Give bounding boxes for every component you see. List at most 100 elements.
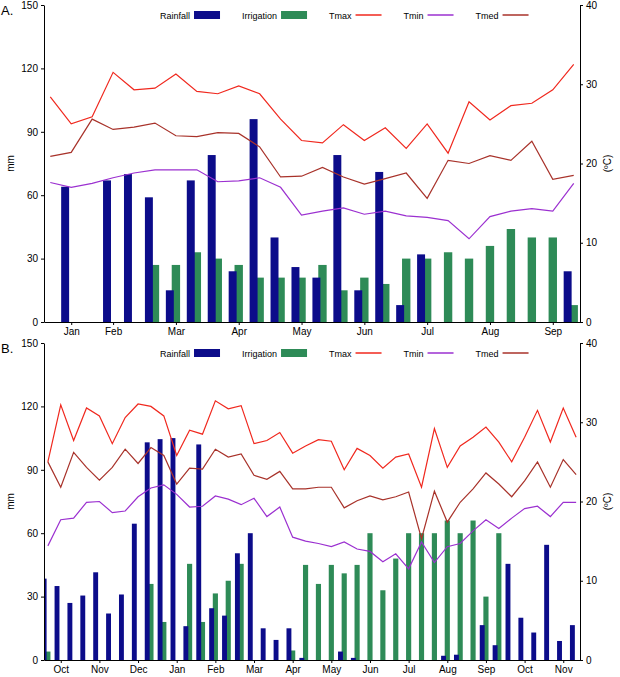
bar	[338, 652, 343, 660]
bar	[329, 565, 334, 660]
tick-mark	[113, 322, 114, 325]
tick-mark	[580, 581, 583, 582]
tick: 40	[580, 0, 598, 11]
legend-swatch	[356, 14, 382, 16]
tick: Jul	[421, 322, 434, 337]
bar	[470, 521, 475, 660]
tick: 0	[580, 655, 592, 666]
bar	[570, 625, 575, 660]
bar	[312, 278, 320, 322]
legend-swatch	[281, 349, 307, 357]
bar	[145, 442, 150, 660]
tick-label: 0	[586, 317, 592, 328]
bar	[557, 641, 562, 660]
tick-mark	[138, 660, 139, 663]
tick-label: Dec	[130, 664, 148, 675]
tick-mark	[580, 422, 583, 423]
line	[50, 119, 573, 198]
tick: Oct	[517, 660, 533, 675]
panel: JanFebMarAprMayJunJulAugSep0306090120150…	[1, 0, 613, 337]
tick-mark	[525, 660, 526, 663]
tick-label: 20	[586, 496, 598, 507]
plot-marks	[50, 64, 578, 322]
tick: Jun	[357, 322, 373, 337]
tick-mark	[580, 322, 583, 323]
tick-label: 0	[586, 655, 592, 666]
bar	[417, 254, 425, 322]
legend-item: Irrigation	[242, 349, 307, 359]
tick: Jan	[169, 660, 185, 675]
tick-label: 60	[27, 528, 39, 539]
bar	[333, 155, 341, 322]
legend-label: Tmax	[329, 349, 352, 359]
bar	[187, 180, 195, 322]
bar	[458, 533, 463, 660]
bar	[248, 533, 253, 660]
bar	[342, 573, 347, 660]
tick: Dec	[130, 660, 148, 675]
bar	[375, 172, 383, 322]
tick-label: Oct	[517, 664, 533, 675]
tick-mark	[331, 660, 332, 663]
axis-line	[44, 6, 45, 323]
legend-label: Tmed	[476, 11, 499, 21]
legend: RainfallIrrigationTmaxTminTmed	[160, 349, 529, 359]
tick: Aug	[482, 322, 500, 337]
tick-mark	[71, 322, 72, 325]
tick-label: 150	[21, 0, 38, 11]
tick-mark	[41, 343, 44, 344]
bar	[67, 603, 72, 660]
tick-label: 30	[586, 417, 598, 428]
tick-label: Mar	[246, 664, 264, 675]
legend-swatch	[356, 352, 382, 354]
tick-label: Apr	[285, 664, 301, 675]
tick: 40	[580, 338, 598, 349]
tick-mark	[580, 502, 583, 503]
bar	[518, 618, 523, 660]
tick-mark	[302, 322, 303, 325]
bar	[406, 533, 411, 660]
legend-swatch	[428, 352, 454, 354]
bar	[106, 614, 111, 660]
bar	[351, 658, 356, 660]
tick-mark	[490, 322, 491, 325]
legend-item: Tmed	[476, 11, 529, 21]
tick-label: Aug	[439, 664, 457, 675]
legend-swatch	[503, 14, 529, 16]
legend-item: Tmed	[476, 349, 529, 359]
bar	[493, 645, 498, 660]
tick-label: 0	[32, 317, 38, 328]
tick: Sep	[478, 660, 496, 675]
tick-mark	[41, 195, 44, 196]
bar	[445, 521, 450, 660]
tick: 10	[580, 575, 598, 586]
legend-item: Rainfall	[160, 349, 220, 359]
tick-mark	[563, 660, 564, 663]
bar-series	[61, 119, 571, 322]
bar	[261, 628, 266, 660]
bar	[549, 237, 557, 322]
tick-label: 120	[21, 63, 38, 74]
bar	[158, 439, 163, 660]
tick: Jun	[362, 660, 378, 675]
bar	[432, 533, 437, 660]
tick-mark	[486, 660, 487, 663]
legend-swatch	[281, 11, 307, 19]
tick-label: 40	[586, 338, 598, 349]
tick: 30	[27, 591, 44, 602]
tick-mark	[41, 68, 44, 69]
legend-label: Irrigation	[242, 11, 277, 21]
tick-mark	[41, 259, 44, 260]
tick-label: 90	[27, 465, 39, 476]
bar	[103, 180, 111, 322]
tick: 150	[21, 338, 44, 349]
tick-mark	[580, 84, 583, 85]
bar	[465, 259, 473, 322]
legend-label: Tmax	[329, 11, 352, 21]
bar	[291, 267, 299, 322]
chart-root: JanFebMarAprMayJunJulAugSep0306090120150…	[0, 0, 620, 677]
tick-label: 60	[27, 190, 39, 201]
tick-mark	[176, 322, 177, 325]
bar	[393, 559, 398, 660]
tick-mark	[447, 660, 448, 663]
